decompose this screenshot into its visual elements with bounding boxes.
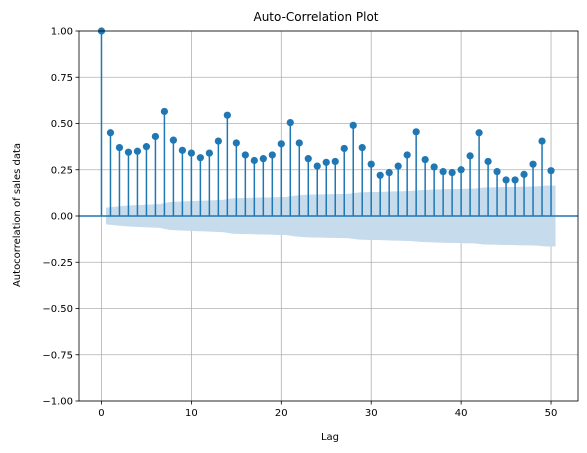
acf-point xyxy=(133,147,142,155)
acf-point xyxy=(313,162,321,170)
acf-point xyxy=(529,160,537,168)
y-tick-label: 1.00 xyxy=(51,27,73,38)
x-axis-label: Lag xyxy=(321,432,339,443)
acf-point xyxy=(412,128,420,136)
acf-point xyxy=(457,166,465,174)
acf-point xyxy=(205,149,213,157)
x-tick-label: 30 xyxy=(365,408,378,419)
x-tick-label: 20 xyxy=(275,408,288,419)
acf-point xyxy=(439,168,447,176)
y-tick-label: 0.25 xyxy=(51,165,73,176)
acf-point xyxy=(331,157,339,166)
acf-point xyxy=(385,168,393,177)
x-tick-label: 0 xyxy=(98,408,104,419)
acf-point xyxy=(349,121,357,129)
acf-point xyxy=(250,156,258,165)
acf-point xyxy=(547,167,555,175)
chart-title: Auto-Correlation Plot xyxy=(253,10,378,24)
acf-point xyxy=(178,146,186,154)
acf-point xyxy=(169,136,178,144)
acf-point xyxy=(520,170,528,178)
acf-point xyxy=(160,107,169,116)
acf-point xyxy=(340,144,348,153)
acf-point xyxy=(232,139,240,147)
y-tick-label: 0.75 xyxy=(51,73,73,84)
acf-point xyxy=(511,176,519,184)
acf-point xyxy=(106,129,115,137)
acf-point xyxy=(295,139,303,147)
acf-point xyxy=(277,140,285,148)
acf-point xyxy=(241,151,249,159)
acf-point xyxy=(466,152,474,160)
acf-point xyxy=(484,157,492,166)
acf-point xyxy=(322,158,330,166)
acf-point xyxy=(538,137,546,145)
acf-point xyxy=(448,168,456,177)
acf-point xyxy=(124,148,133,156)
stems xyxy=(100,31,552,216)
acf-point xyxy=(394,162,402,170)
acf-point xyxy=(151,132,160,141)
acf-point xyxy=(223,111,231,119)
acf-point xyxy=(502,176,510,184)
acf-point xyxy=(403,151,411,159)
acf-point xyxy=(142,143,151,151)
x-tick-label: 10 xyxy=(185,408,198,419)
acf-point xyxy=(268,151,276,159)
x-tick-label: 50 xyxy=(545,408,558,419)
markers xyxy=(97,27,555,184)
y-tick-label: −0.25 xyxy=(42,258,73,269)
acf-point xyxy=(214,137,222,145)
acf-point xyxy=(187,149,195,157)
ticks: 0 10 20 30 40 50 −1.00 −0.75 −0.50 −0.25 0.00 0.25 0… xyxy=(42,27,557,420)
acf-point xyxy=(493,168,501,176)
acf-point xyxy=(376,171,384,179)
y-tick-label: 0.00 xyxy=(51,212,73,223)
acf-point xyxy=(430,163,438,171)
acf-point xyxy=(421,155,429,164)
acf-point xyxy=(475,129,483,137)
acf-point xyxy=(367,160,375,168)
y-tick-label: 0.50 xyxy=(51,119,73,130)
acf-point xyxy=(196,154,204,162)
acf-point xyxy=(304,155,312,163)
x-tick-label: 40 xyxy=(455,408,468,419)
y-axis-label: Autocorrelation of sales data xyxy=(12,143,23,287)
acf-point xyxy=(358,143,366,152)
acf-point xyxy=(259,155,267,163)
y-tick-label: −0.50 xyxy=(42,304,73,315)
acf-point xyxy=(115,143,124,152)
acf-point xyxy=(286,118,294,127)
y-tick-label: −0.75 xyxy=(42,350,73,361)
y-tick-label: −1.00 xyxy=(42,397,73,408)
